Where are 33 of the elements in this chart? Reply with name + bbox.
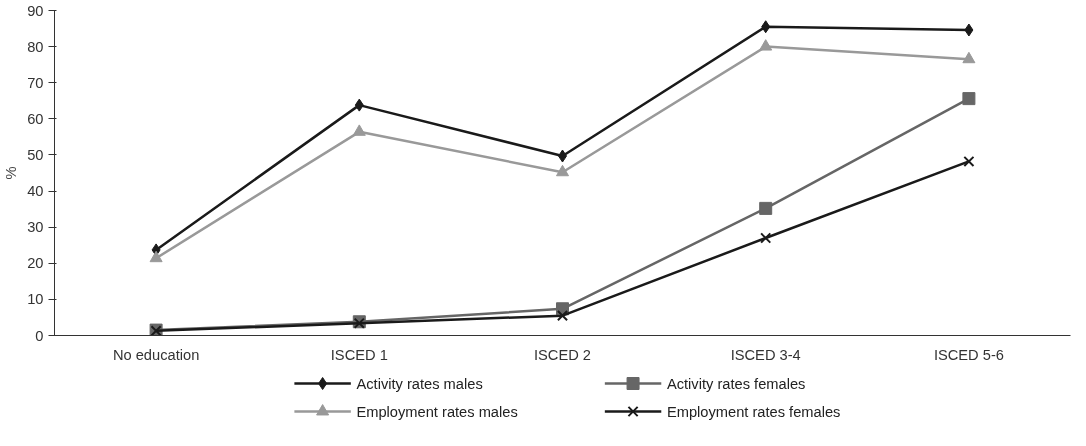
point bbox=[761, 20, 771, 34]
point bbox=[759, 39, 773, 51]
y-tick-label: 30 bbox=[27, 219, 44, 236]
point bbox=[352, 124, 366, 136]
point bbox=[354, 98, 364, 112]
point bbox=[556, 164, 569, 177]
y-tick-label: 40 bbox=[27, 183, 44, 200]
y-tick-label: 10 bbox=[27, 291, 44, 308]
y-tick-label: 60 bbox=[27, 110, 44, 127]
y-tick-label: 50 bbox=[27, 146, 44, 163]
point bbox=[962, 51, 976, 64]
point bbox=[964, 23, 974, 37]
x-tick-label: ISCED 2 bbox=[533, 346, 592, 363]
y-tick-label: 70 bbox=[27, 74, 44, 91]
point bbox=[963, 155, 975, 168]
x-tick-label: ISCED 5-6 bbox=[933, 346, 1004, 363]
legend-label: Activity rates males bbox=[356, 375, 483, 392]
y-axis-title: % bbox=[3, 166, 20, 180]
point bbox=[149, 250, 163, 263]
y-tick-label: 80 bbox=[27, 38, 44, 55]
y-tick-label: 0 bbox=[35, 327, 44, 344]
legend-label: Employment rates females bbox=[666, 403, 841, 420]
x-tick-label: No education bbox=[112, 346, 200, 363]
legend-label: Employment rates males bbox=[356, 403, 518, 420]
x-tick-label: ISCED 3-4 bbox=[730, 346, 801, 363]
point bbox=[556, 310, 569, 322]
point bbox=[759, 201, 773, 215]
y-tick-label: 90 bbox=[27, 2, 44, 19]
y-tick-label: 20 bbox=[27, 255, 44, 272]
point bbox=[962, 92, 976, 106]
point bbox=[760, 232, 772, 244]
legend-label: Activity rates females bbox=[666, 375, 806, 392]
x-tick-label: ISCED 1 bbox=[330, 346, 388, 363]
